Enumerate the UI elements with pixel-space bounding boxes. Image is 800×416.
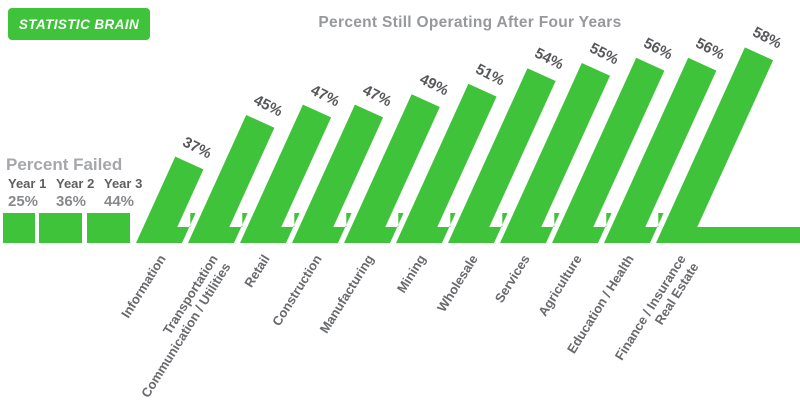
failed-base-square <box>3 213 35 243</box>
year-label: Year 3 <box>104 176 143 191</box>
chart-title: Percent Still Operating After Four Years <box>318 14 622 31</box>
failed-base-square <box>39 213 82 243</box>
bar-manufacturing <box>344 94 440 243</box>
year-label: Year 2 <box>56 176 95 191</box>
statistic-brain-logo: STATISTIC BRAIN <box>8 8 150 40</box>
bar-finance-insurance <box>656 47 800 244</box>
bar-services <box>500 63 611 243</box>
percent-failed-heading: Percent Failed <box>6 155 123 174</box>
bar-information <box>136 156 204 243</box>
bar-agriculture <box>552 57 665 243</box>
bar-transportation <box>188 115 275 243</box>
year-failed-percent: 36% <box>56 193 87 210</box>
year-label: Year 1 <box>8 176 47 191</box>
bar-wholesale <box>448 68 556 243</box>
logo-text: STATISTIC BRAIN <box>18 16 140 32</box>
bar-retail <box>240 104 332 243</box>
bar-mining <box>396 83 497 243</box>
bar-education-health <box>604 57 717 243</box>
year-failed-percent: 44% <box>104 193 135 210</box>
bar-construction <box>292 104 384 243</box>
year-failed-percent: 25% <box>8 193 39 210</box>
failed-base-square <box>87 213 130 243</box>
